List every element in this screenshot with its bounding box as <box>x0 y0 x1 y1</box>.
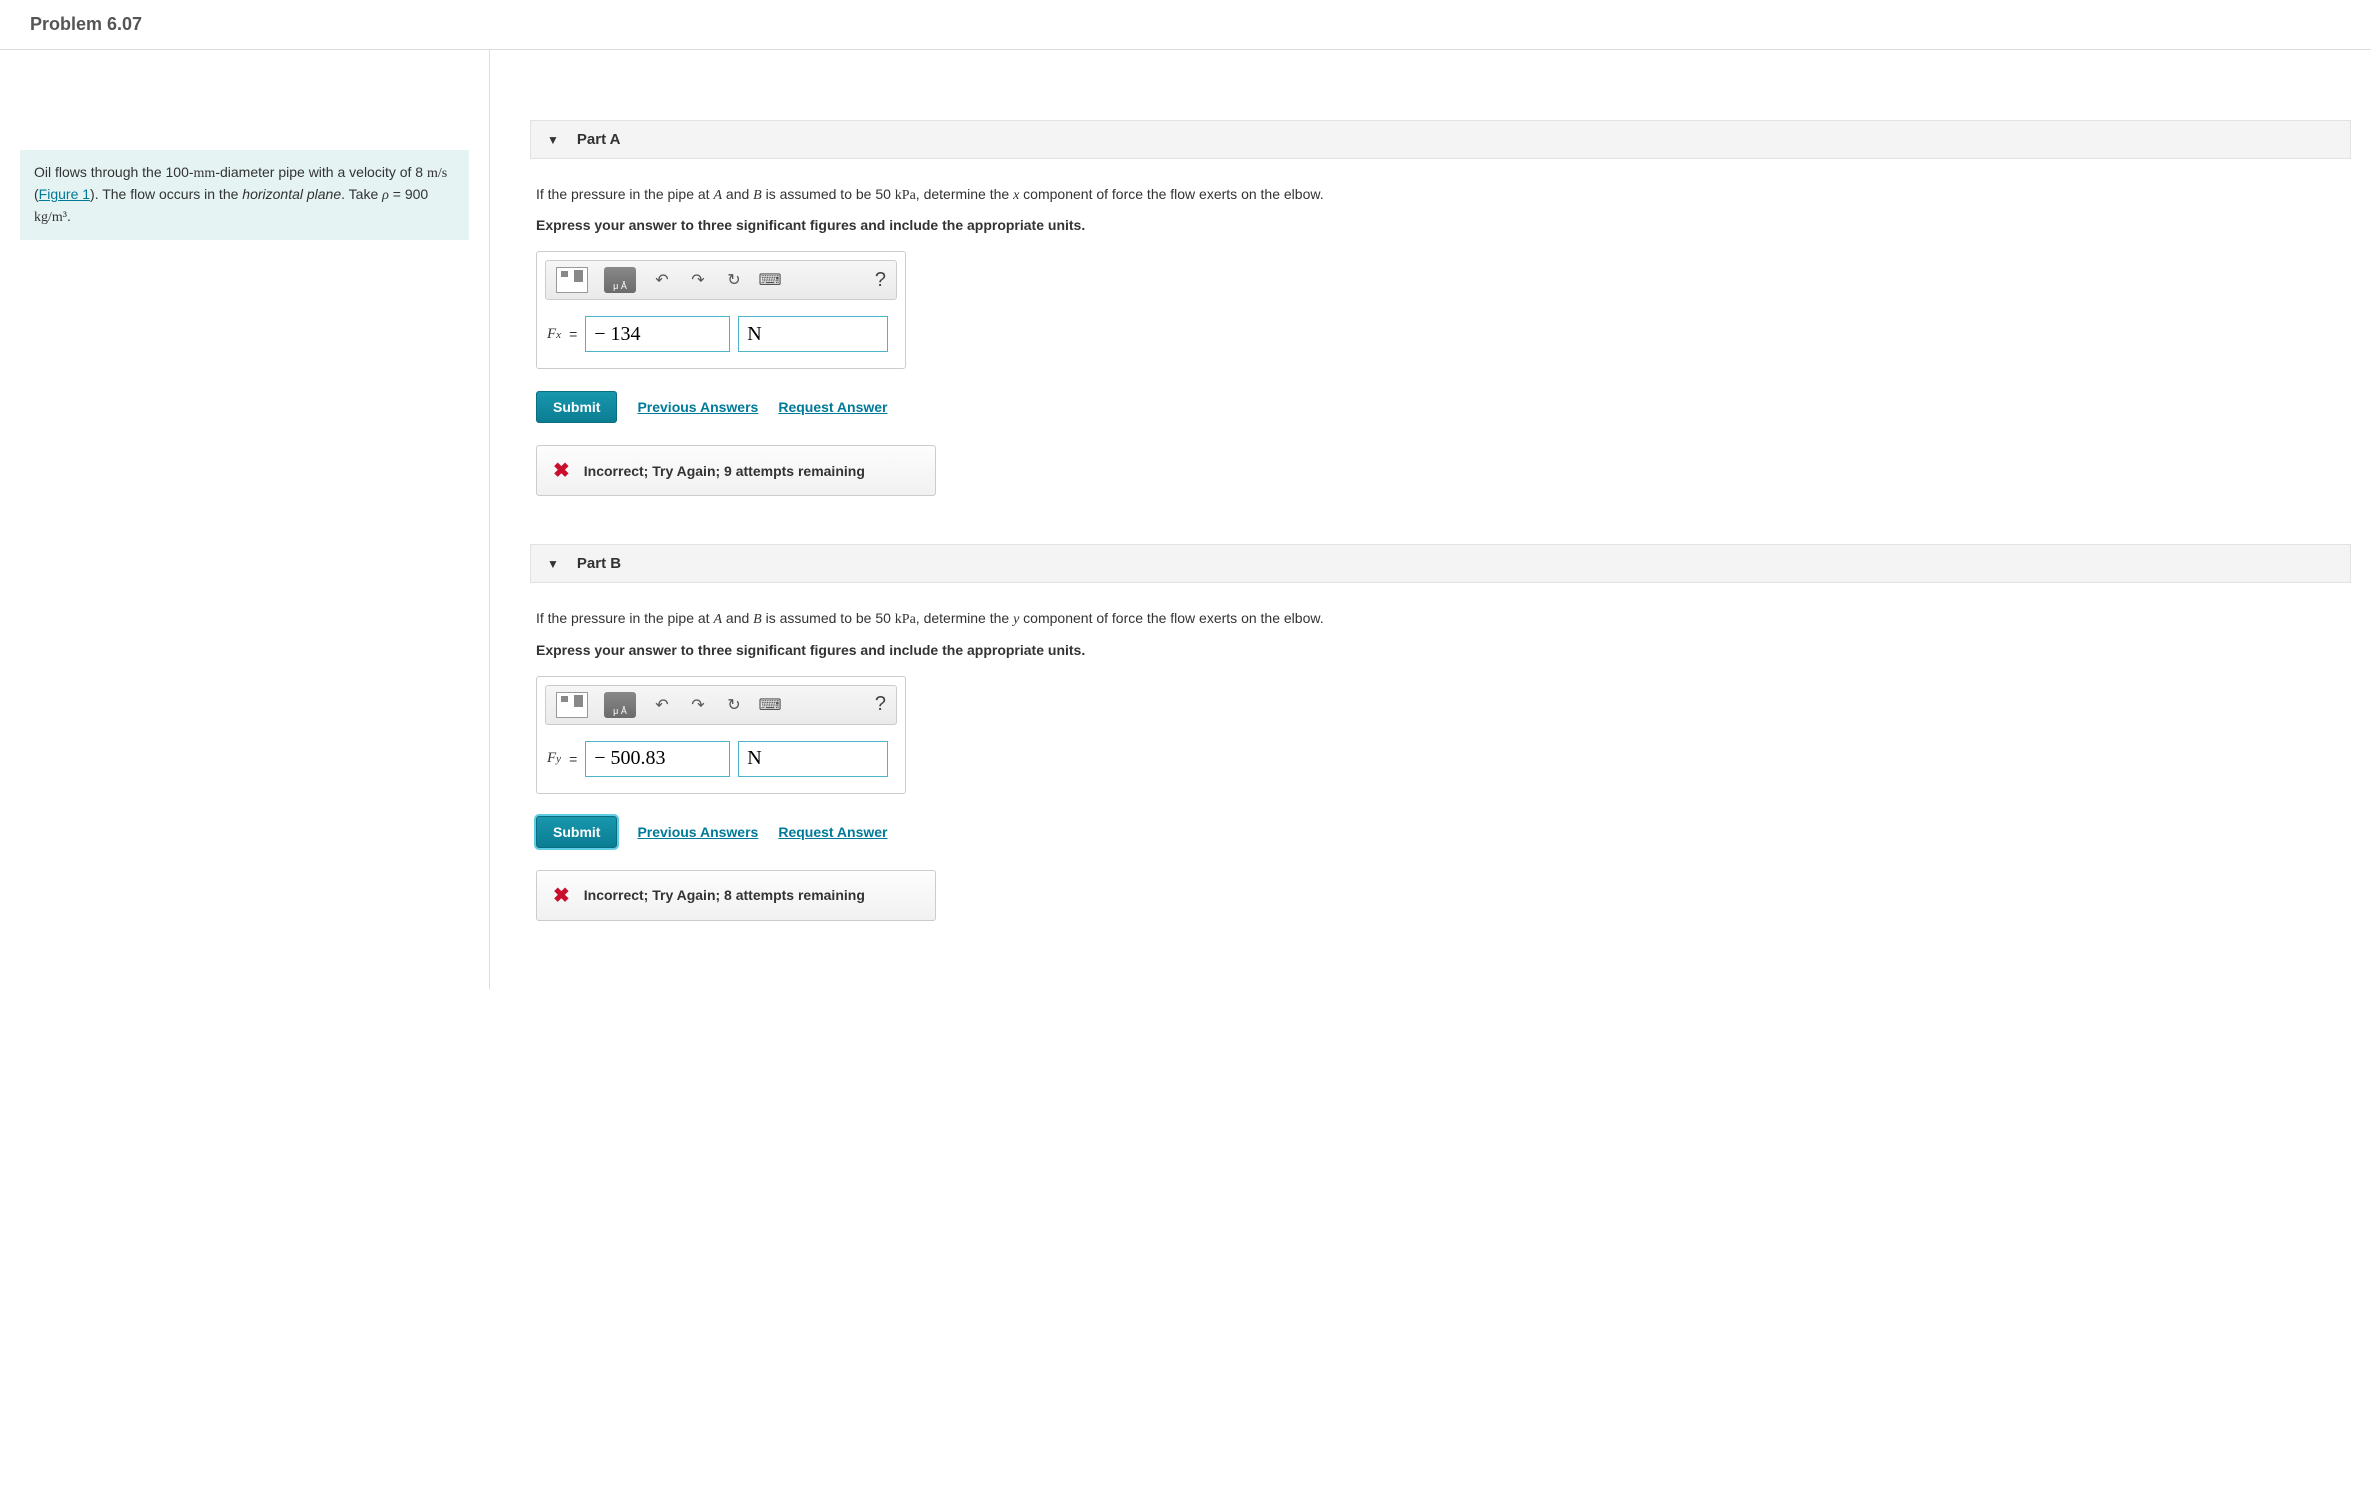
part-a-actions: Submit Previous Answers Request Answer <box>536 391 2345 423</box>
part-a-title: Part A <box>577 131 621 148</box>
part-a: ▼ Part A If the pressure in the pipe at … <box>530 120 2351 496</box>
part-b-question: If the pressure in the pipe at A and B i… <box>536 607 2345 631</box>
incorrect-icon: ✖ <box>553 883 570 908</box>
keyboard-icon[interactable]: ⌨ <box>760 695 780 715</box>
feedback-message: Incorrect; Try Again; 9 attempts remaini… <box>584 463 865 479</box>
part-b-header[interactable]: ▼ Part B <box>530 544 2351 583</box>
rho-symbol: ρ <box>382 188 389 203</box>
horizontal-plane: horizontal plane <box>242 186 341 202</box>
reset-icon[interactable]: ↻ <box>724 695 744 715</box>
part-b-body: If the pressure in the pipe at A and B i… <box>530 583 2351 920</box>
templates-icon[interactable] <box>556 267 588 293</box>
unit-kpa: kPa <box>895 612 916 627</box>
q-text: If the pressure in the pipe at <box>536 186 713 202</box>
problem-text: Oil flows through the 100- <box>34 164 194 180</box>
figure-link[interactable]: Figure 1 <box>39 186 90 202</box>
q-text: component of force the flow exerts on th… <box>1019 186 1323 202</box>
part-a-instruction: Express your answer to three significant… <box>536 217 2345 233</box>
q-text: and <box>722 610 753 626</box>
part-a-header[interactable]: ▼ Part A <box>530 120 2351 159</box>
submit-button[interactable]: Submit <box>536 816 617 848</box>
problem-text: -diameter pipe with a velocity of 8 <box>215 164 427 180</box>
problem-text: . Take <box>341 186 382 202</box>
var-label-fx: Fx <box>547 326 561 343</box>
part-b-title: Part B <box>577 555 621 572</box>
var-label-fy: Fy <box>547 750 561 767</box>
part-b-answer-row: Fy = <box>537 737 905 793</box>
equals-sign: = <box>569 326 577 342</box>
page-header: Problem 6.07 <box>0 0 2371 50</box>
request-answer-link[interactable]: Request Answer <box>778 399 887 415</box>
var-A: A <box>713 188 722 203</box>
q-text: If the pressure in the pipe at <box>536 610 713 626</box>
redo-icon[interactable]: ↷ <box>688 270 708 290</box>
caret-down-icon: ▼ <box>547 557 559 571</box>
unit-input-fy[interactable] <box>738 741 888 777</box>
undo-icon[interactable]: ↶ <box>652 695 672 715</box>
part-a-feedback: ✖ Incorrect; Try Again; 9 attempts remai… <box>536 445 936 496</box>
equals-sign: = <box>569 751 577 767</box>
part-a-question: If the pressure in the pipe at A and B i… <box>536 183 2345 207</box>
submit-button[interactable]: Submit <box>536 391 617 423</box>
problem-statement: Oil flows through the 100-mm-diameter pi… <box>20 150 469 240</box>
q-text: component of force the flow exerts on th… <box>1019 610 1323 626</box>
problem-text: ). The flow occurs in the <box>90 186 242 202</box>
content: Oil flows through the 100-mm-diameter pi… <box>0 50 2371 989</box>
unit-input-fx[interactable] <box>738 316 888 352</box>
undo-icon[interactable]: ↶ <box>652 270 672 290</box>
request-answer-link[interactable]: Request Answer <box>778 824 887 840</box>
incorrect-icon: ✖ <box>553 458 570 483</box>
symbols-icon[interactable]: μ Å <box>604 267 636 293</box>
part-b-toolbar: μ Å ↶ ↷ ↻ ⌨ ? <box>545 685 897 725</box>
keyboard-icon[interactable]: ⌨ <box>760 270 780 290</box>
unit-mm: mm <box>194 166 216 181</box>
unit-kpa: kPa <box>895 188 916 203</box>
q-text: , determine the <box>916 186 1013 202</box>
var-B: B <box>753 188 762 203</box>
right-column: ▼ Part A If the pressure in the pipe at … <box>490 50 2371 989</box>
part-a-answer-box: μ Å ↶ ↷ ↻ ⌨ ? Fx = <box>536 251 906 369</box>
part-b-feedback: ✖ Incorrect; Try Again; 8 attempts remai… <box>536 870 936 921</box>
left-column: Oil flows through the 100-mm-diameter pi… <box>0 50 490 989</box>
part-a-toolbar: μ Å ↶ ↷ ↻ ⌨ ? <box>545 260 897 300</box>
page-title: Problem 6.07 <box>30 14 2351 35</box>
part-a-body: If the pressure in the pipe at A and B i… <box>530 159 2351 496</box>
help-icon[interactable]: ? <box>875 269 886 292</box>
part-b-actions: Submit Previous Answers Request Answer <box>536 816 2345 848</box>
problem-text: . <box>67 208 71 224</box>
q-text: and <box>722 186 753 202</box>
rho-unit: kg/m³ <box>34 210 67 225</box>
var-A: A <box>713 612 722 627</box>
feedback-message: Incorrect; Try Again; 8 attempts remaini… <box>584 887 865 903</box>
unit-ms: m/s <box>427 166 447 181</box>
part-b-answer-box: μ Å ↶ ↷ ↻ ⌨ ? Fy = <box>536 676 906 794</box>
previous-answers-link[interactable]: Previous Answers <box>637 824 758 840</box>
caret-down-icon: ▼ <box>547 133 559 147</box>
help-icon[interactable]: ? <box>875 693 886 716</box>
part-b-instruction: Express your answer to three significant… <box>536 642 2345 658</box>
symbols-icon[interactable]: μ Å <box>604 692 636 718</box>
redo-icon[interactable]: ↷ <box>688 695 708 715</box>
var-B: B <box>753 612 762 627</box>
q-text: is assumed to be 50 <box>762 610 895 626</box>
part-b: ▼ Part B If the pressure in the pipe at … <box>530 544 2351 920</box>
rho-value: = 900 <box>389 186 428 202</box>
templates-icon[interactable] <box>556 692 588 718</box>
reset-icon[interactable]: ↻ <box>724 270 744 290</box>
value-input-fy[interactable] <box>585 741 730 777</box>
q-text: , determine the <box>916 610 1013 626</box>
value-input-fx[interactable] <box>585 316 730 352</box>
q-text: is assumed to be 50 <box>762 186 895 202</box>
previous-answers-link[interactable]: Previous Answers <box>637 399 758 415</box>
part-a-answer-row: Fx = <box>537 312 905 368</box>
